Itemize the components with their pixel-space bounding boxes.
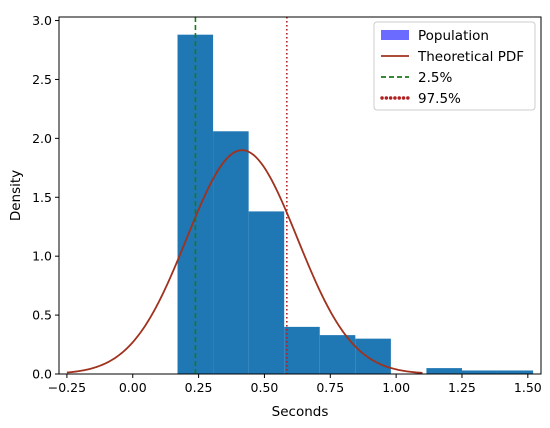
y-tick-label: 1.5 [32,190,52,205]
histogram-bar [355,338,391,374]
y-axis: 0.0 0.5 1.0 1.5 2.0 2.5 3.0 [32,13,59,382]
y-tick-label: 2.0 [32,131,52,146]
y-tick-label: 2.5 [32,72,52,87]
histogram-bar [284,326,320,374]
legend-item-theoretical-pdf: Theoretical PDF [381,49,524,65]
legend-label: 2.5% [418,70,452,86]
legend-label: Population [418,28,489,44]
legend-label: 97.5% [418,91,461,107]
legend-item-high-percentile: 97.5% [380,91,461,107]
pdf-curve-layer [66,149,423,374]
x-tick-label: −0.25 [48,380,86,395]
x-tick-label: 1.50 [514,380,542,395]
x-tick-label: 0.50 [251,380,279,395]
x-tick-label: 0.75 [316,380,344,395]
x-tick-label: 0.25 [185,380,213,395]
legend-box [373,21,536,111]
legend-label: Theoretical PDF [417,49,524,65]
x-tick-label: 0.00 [119,380,147,395]
y-tick-label: 3.0 [32,13,52,28]
percentile-lines [194,17,288,374]
x-axis-label: Seconds [272,404,329,420]
histogram-bar [213,131,249,374]
x-axis: −0.25 0.00 0.25 0.50 0.75 1.00 1.25 1.50 [48,374,542,395]
y-tick-label: 0.0 [32,367,52,382]
x-tick-label: 1.00 [382,380,410,395]
histogram-bar [319,335,356,374]
legend-item-population: Population [381,28,489,44]
x-tick-label: 1.25 [448,380,476,395]
histogram-bar [461,370,498,374]
plot-frame [58,16,542,375]
y-tick-label: 1.0 [32,249,52,264]
y-tick-label: 0.5 [32,308,52,323]
pdf-curve [66,149,423,374]
y-axis-label: Density [8,170,24,221]
legend: Population Theoretical PDF 2.5% 97.5% [373,21,536,111]
histogram-bar [248,211,285,374]
histogram-bar [497,370,534,374]
legend-item-low-percentile: 2.5% [381,70,452,86]
legend-swatch [381,30,409,40]
histogram-bar [426,368,462,374]
